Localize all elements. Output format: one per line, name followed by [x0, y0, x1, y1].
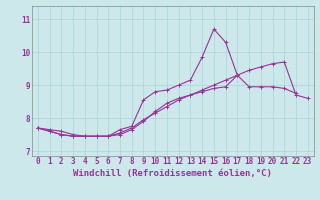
X-axis label: Windchill (Refroidissement éolien,°C): Windchill (Refroidissement éolien,°C): [73, 169, 272, 178]
